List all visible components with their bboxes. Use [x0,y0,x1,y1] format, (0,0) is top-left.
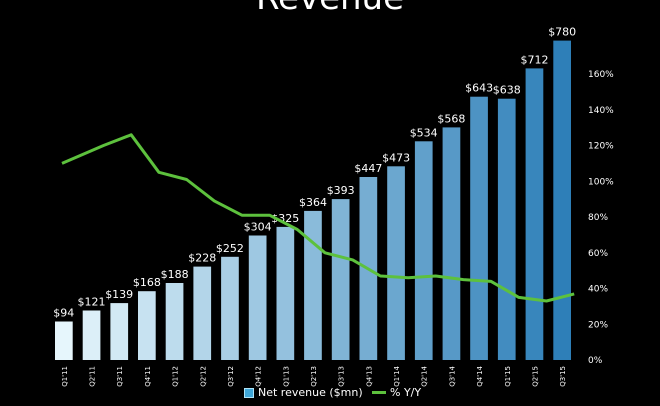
yoy-growth-line [61,133,575,303]
bar-value-label: $780 [548,26,576,39]
bar-Q2'14 [414,141,433,360]
legend-item-yoy: % Y/Y [372,386,421,399]
bar-value-label: $121 [78,296,106,309]
x-tick-label: Q1'13 [282,366,290,387]
bar-value-label: $638 [493,84,521,97]
chart-title: Revenue [0,0,660,18]
bar-Q2'13 [304,210,322,360]
x-tick-label: Q2'14 [421,365,429,386]
bar-value-label: $252 [216,242,244,255]
bar-value-label: $393 [327,184,355,197]
right-axis-tick-label: 140% [588,106,614,116]
bar-Q2'11 [82,310,101,360]
x-tick-label: Q3'12 [227,366,235,387]
bar-value-label: $139 [105,288,133,301]
right-axis-tick-label: 20% [588,320,608,330]
bar-value-label: $447 [354,162,382,175]
bar-Q2'15 [525,68,544,361]
bar-value-label: $168 [133,276,161,289]
bar-value-label: $712 [521,53,549,66]
bar-Q4'12 [248,235,267,360]
right-axis-tick-label: 0% [588,356,603,366]
bar-value-label: $304 [244,221,272,234]
x-tick-label: Q2'11 [89,366,97,387]
x-tick-label: Q2'15 [532,366,540,387]
right-axis-tick-label: 60% [588,249,608,259]
x-tick-label: Q1'11 [61,366,69,387]
x-tick-label: Q2'12 [199,366,207,387]
bar-Q4'11 [138,291,156,360]
right-axis-tick-label: 120% [588,142,614,152]
x-tick-label: Q4'14 [476,365,484,386]
x-tick-label: Q3'14 [448,365,456,386]
bar-Q4'14 [470,96,488,360]
bar-value-label: $364 [299,196,327,209]
x-tick-label: Q3'11 [116,366,124,387]
bar-Q1'14 [387,166,405,360]
bar-value-label: $325 [271,212,299,225]
legend-swatch-line [372,391,386,394]
x-tick-label: Q3'13 [338,366,346,387]
bar-Q1'11 [55,321,73,360]
bar-Q3'15 [553,40,571,360]
bar-value-label: $94 [53,307,74,320]
right-axis-tick-label: 40% [588,285,608,295]
x-tick-label: Q1'14 [393,365,401,386]
legend-swatch-bar [244,387,254,398]
x-tick-label: Q4'13 [365,366,373,387]
bar-value-label: $188 [161,268,189,281]
right-axis-tick-label: 80% [588,213,608,223]
bar-value-label: $534 [410,126,438,139]
legend-item-revenue: Net revenue ($mn) [244,386,363,399]
bar-Q1'13 [276,226,295,360]
bar-Q3'13 [331,199,350,360]
legend-label-yoy: % Y/Y [390,386,422,399]
bar-Q3'14 [442,127,461,361]
bar-value-label: $643 [465,82,493,95]
legend: Net revenue ($mn) % Y/Y [0,386,660,406]
x-tick-label: Q3'15 [559,366,567,387]
right-axis-tick-label: 160% [588,70,614,80]
bar-Q3'12 [221,256,239,360]
bar-Q2'12 [193,266,212,360]
bar-Q3'11 [110,303,129,360]
bar-value-label: $473 [382,151,410,164]
legend-label-revenue: Net revenue ($mn) [258,386,363,399]
x-tick-label: Q1'15 [504,366,512,387]
x-tick-label: Q4'11 [144,366,152,387]
bar-value-label: $228 [188,252,216,265]
x-tick-label: Q2'13 [310,366,318,387]
bar-Q1'15 [497,98,516,360]
bar-value-label: $568 [437,112,465,125]
x-tick-label: Q4'12 [255,366,263,387]
right-axis-tick-label: 100% [588,177,614,187]
bar-Q1'12 [165,283,184,360]
x-tick-label: Q1'12 [172,366,180,387]
